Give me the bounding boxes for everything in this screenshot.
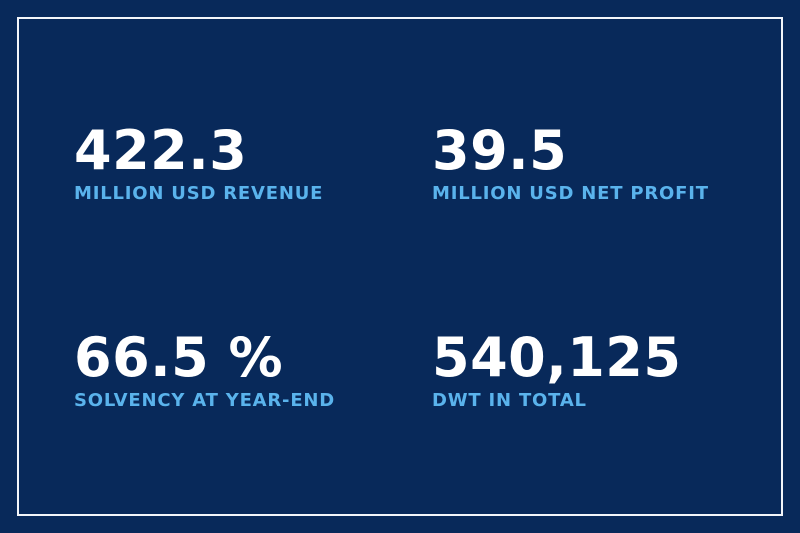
stat-solvency: 66.5 % SOLVENCY AT YEAR-END [74,331,335,411]
stat-value: 39.5 [432,119,568,182]
stat-label: MILLION USD NET PROFIT [432,183,709,204]
stat-value: 540,125 [432,326,682,389]
stat-dwt-total: 540,125 DWT IN TOTAL [432,331,681,411]
stat-net-profit: 39.5 MILLION USD NET PROFIT [432,124,709,204]
stat-value: 66.5 % [74,326,284,389]
card-frame-border [17,17,783,516]
stat-revenue: 422.3 MILLION USD REVENUE [74,124,323,204]
stat-value: 422.3 [74,119,248,182]
stat-label: SOLVENCY AT YEAR-END [74,390,336,411]
stat-label: DWT IN TOTAL [432,390,587,411]
stat-label: MILLION USD REVENUE [74,183,324,204]
